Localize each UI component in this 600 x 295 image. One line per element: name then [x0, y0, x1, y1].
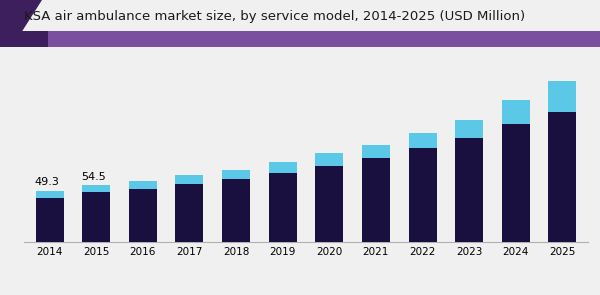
Bar [455, 138, 483, 242]
Bar [0, 31, 48, 47]
Bar [35, 198, 64, 242]
Bar [222, 179, 250, 242]
Bar [175, 184, 203, 242]
Bar [82, 192, 110, 242]
Bar [129, 181, 157, 189]
Text: 54.5: 54.5 [82, 172, 106, 182]
Bar [316, 166, 343, 242]
Bar [409, 133, 437, 148]
Bar [269, 173, 296, 242]
Bar [548, 81, 577, 112]
Bar [82, 185, 110, 192]
Bar [222, 170, 250, 179]
Bar [35, 191, 64, 198]
Bar [316, 153, 343, 166]
Text: 49.3: 49.3 [35, 178, 59, 187]
Bar [362, 158, 390, 242]
Bar [548, 112, 577, 242]
Text: KSA air ambulance market size, by service model, 2014-2025 (USD Million): KSA air ambulance market size, by servic… [24, 10, 525, 23]
Bar [269, 162, 296, 173]
Bar [362, 145, 390, 158]
Bar [409, 148, 437, 242]
Bar [129, 189, 157, 242]
Bar [502, 124, 530, 242]
Bar [175, 175, 203, 184]
Bar [502, 100, 530, 124]
Bar [0, 31, 600, 47]
Bar [455, 120, 483, 138]
Polygon shape [0, 0, 42, 47]
